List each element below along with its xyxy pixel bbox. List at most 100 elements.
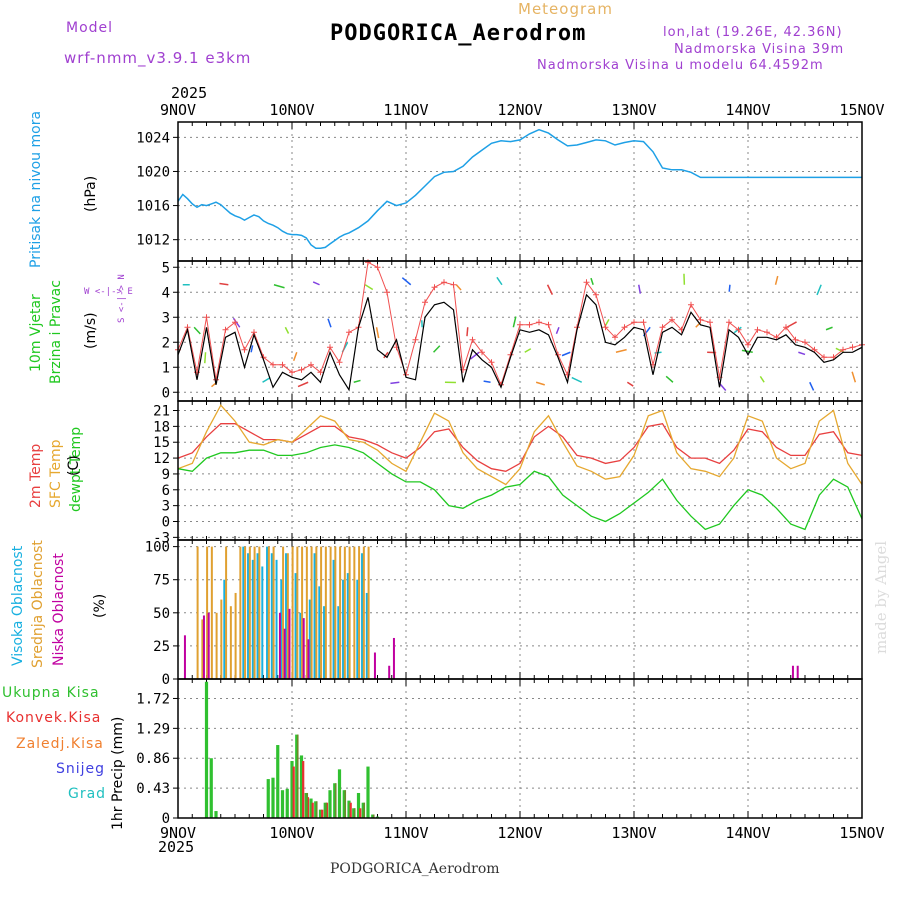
precip-total-bar bbox=[338, 769, 341, 818]
wind-arrow bbox=[484, 381, 491, 382]
wind-arrow bbox=[402, 278, 410, 285]
precip-conv-bar bbox=[302, 761, 304, 818]
y-tick-label: 1024 bbox=[136, 130, 170, 146]
cloud-mid-bar bbox=[349, 547, 351, 679]
cloud-high-bar bbox=[314, 553, 316, 679]
day-label-top: 15NOV bbox=[839, 101, 884, 119]
cloud-mid-bar bbox=[268, 547, 270, 679]
precip-total-bar bbox=[271, 778, 274, 818]
legend-frz-rain: Zaledj.Kisa bbox=[16, 736, 104, 752]
footer-station: PODGORICA_Aerodrom bbox=[330, 861, 500, 877]
y-tick-label: 4 bbox=[162, 285, 170, 301]
wind-arrow bbox=[298, 382, 308, 386]
wind-arrow bbox=[313, 282, 319, 285]
cloud-mid-bar bbox=[292, 547, 294, 679]
day-label-top: 9NOV bbox=[160, 101, 196, 119]
panel-frame bbox=[178, 401, 862, 540]
wind-arrow bbox=[456, 285, 461, 290]
cloud-low-bar bbox=[208, 613, 210, 679]
cloud-high-bar bbox=[356, 580, 358, 679]
cloud-mid-bar bbox=[239, 547, 241, 679]
cloud-high-bar bbox=[252, 560, 254, 679]
cloud-high-label: Visoka Oblacnost bbox=[10, 546, 26, 666]
wind-arrow bbox=[390, 382, 399, 383]
precip-conv-bar bbox=[312, 803, 314, 818]
wind-gust-marker bbox=[517, 322, 523, 328]
cloud-high-bar bbox=[266, 547, 268, 679]
cloud-mid-bar bbox=[344, 547, 346, 679]
wind-arrow bbox=[742, 350, 753, 352]
cloud-mid-bar bbox=[235, 593, 237, 679]
panel-frame bbox=[178, 679, 862, 818]
cloud-low-bar bbox=[284, 629, 286, 679]
cloud-low-bar bbox=[393, 638, 395, 679]
cloud-high-bar bbox=[247, 553, 249, 679]
cloud-high-bar bbox=[347, 573, 349, 679]
cloud-high-bar bbox=[366, 593, 368, 679]
y-tick-label: 0.43 bbox=[136, 781, 170, 797]
cloud-mid-bar bbox=[230, 606, 232, 679]
cloud-mid-bar bbox=[220, 600, 222, 679]
wind-arrow bbox=[591, 278, 593, 285]
wind-gust-marker bbox=[441, 279, 447, 285]
y-tick-label: 25 bbox=[153, 639, 170, 655]
wind-arrow bbox=[826, 327, 833, 330]
precip-conv-bar bbox=[350, 803, 352, 818]
y-tick-label: 18 bbox=[153, 419, 170, 435]
cloud-mid-bar bbox=[334, 547, 336, 679]
y-tick-label: 9 bbox=[162, 467, 170, 483]
wind-arrow bbox=[497, 277, 502, 284]
cloud-mid-bar bbox=[258, 547, 260, 679]
cloud-high-bar bbox=[318, 586, 320, 679]
cloud-low-bar bbox=[307, 639, 309, 679]
wind-gust-marker bbox=[641, 319, 647, 325]
y-tick-label: 12 bbox=[153, 451, 170, 467]
wind-gust-marker bbox=[546, 322, 552, 328]
wind-gust-marker bbox=[631, 319, 637, 325]
temp-2m-label: 2m Temp bbox=[28, 444, 44, 508]
wind-arrow bbox=[729, 285, 730, 292]
wind-arrow bbox=[627, 382, 633, 386]
y-tick-label: 0 bbox=[162, 385, 170, 401]
cloud-high-bar bbox=[242, 547, 244, 679]
wind-arrow bbox=[365, 285, 373, 290]
wind-arrow bbox=[354, 380, 361, 382]
wind-arrow bbox=[817, 285, 821, 295]
y-tick-label: 2 bbox=[162, 335, 170, 351]
cloud-high-bar bbox=[257, 553, 259, 679]
y-tick-label: 0.86 bbox=[136, 751, 170, 767]
cloud-mid-bar bbox=[211, 547, 213, 679]
wind-compass-sn: S <-|-> N bbox=[117, 274, 127, 323]
day-label-top: 14NOV bbox=[725, 101, 770, 119]
cloud-high-bar bbox=[337, 606, 339, 679]
precip-total-bar bbox=[205, 682, 208, 818]
y-tick-label: 1012 bbox=[136, 233, 170, 249]
precip-total-bar bbox=[286, 789, 289, 818]
precip-total-bar bbox=[276, 745, 279, 818]
y-tick-label: 6 bbox=[162, 483, 170, 499]
day-label-bottom: 12NOV bbox=[497, 824, 542, 842]
wind-arrow bbox=[852, 372, 855, 383]
wind-gust-marker bbox=[850, 344, 856, 350]
cloud-mid-label: Srednja Oblacnost bbox=[30, 540, 46, 668]
cloud-low-bar bbox=[374, 653, 376, 679]
cloud-low-label: Niska Oblacnost bbox=[51, 553, 67, 666]
wind-gust-marker bbox=[346, 329, 352, 335]
precip-mixed-bar bbox=[306, 793, 308, 818]
cloud-low-bar bbox=[203, 615, 205, 679]
wind-gust-marker bbox=[422, 299, 428, 305]
precip-mixed-bar bbox=[354, 808, 356, 818]
cloud-mid-bar bbox=[358, 547, 360, 679]
cloud-high-bar bbox=[361, 553, 363, 679]
wind-arrow bbox=[760, 376, 764, 382]
wind-gust-marker bbox=[688, 302, 694, 308]
wind-gust-marker bbox=[536, 319, 542, 325]
cloud-mid-bar bbox=[368, 547, 370, 679]
cloud-mid-bar bbox=[339, 547, 341, 679]
precip-total-bar bbox=[214, 811, 217, 818]
y-tick-label: 50 bbox=[153, 606, 170, 622]
cloud-unit: (%) bbox=[92, 594, 108, 618]
wind-gust-marker bbox=[745, 342, 751, 348]
cloud-mid-bar bbox=[225, 547, 227, 679]
